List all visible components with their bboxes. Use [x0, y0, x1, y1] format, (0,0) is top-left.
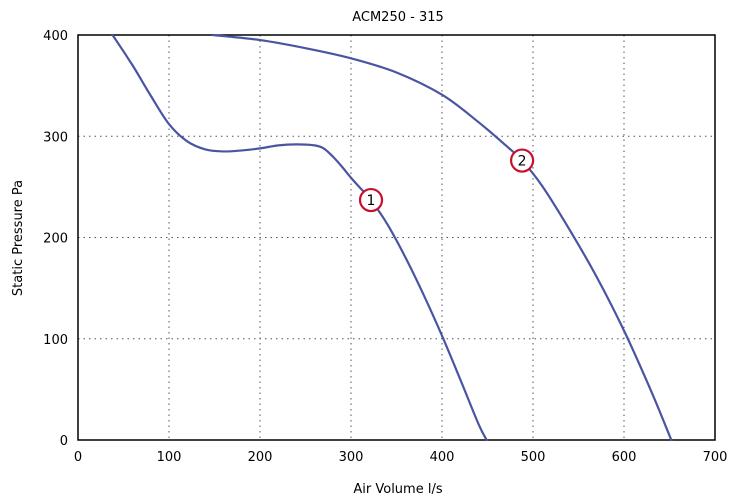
y-axis-title: Static Pressure Pa — [11, 180, 26, 296]
series-layer — [111, 33, 673, 442]
plot-frame — [77, 34, 716, 441]
marker-circle-1 — [358, 187, 384, 213]
x-tick-label-4: 400 — [430, 450, 455, 465]
series-curve-2 — [211, 33, 673, 442]
x-tick-label-7: 700 — [703, 450, 728, 465]
series-curve-1 — [111, 33, 488, 442]
x-tick-label-1: 100 — [157, 450, 182, 465]
chart-title: ACM250 - 315 — [352, 10, 444, 25]
axis-ticks: 0 100 200 300 400 500 600 700 0 100 200 300 400 — [43, 29, 727, 465]
series-marker-1: 1 — [358, 187, 384, 213]
y-tick-label-3: 300 — [43, 130, 68, 145]
x-tick-label-6: 600 — [612, 450, 637, 465]
x-tick-label-0: 0 — [74, 450, 82, 465]
y-tick-label-2: 200 — [43, 232, 68, 247]
y-tick-label-1: 100 — [43, 333, 68, 348]
grid — [78, 35, 715, 440]
x-tick-label-3: 300 — [339, 450, 364, 465]
series-marker-2: 2 — [509, 148, 535, 173]
x-axis-title: Air Volume l/s — [353, 482, 442, 497]
x-tick-label-2: 200 — [248, 450, 273, 465]
y-tick-label-0: 0 — [60, 434, 68, 449]
marker-label-1: 1 — [367, 193, 376, 209]
series-markers: 12 — [358, 148, 535, 213]
y-tick-label-4: 400 — [43, 29, 68, 44]
marker-circle-2 — [509, 148, 535, 173]
marker-label-2: 2 — [518, 154, 527, 170]
x-tick-label-5: 500 — [521, 450, 546, 465]
